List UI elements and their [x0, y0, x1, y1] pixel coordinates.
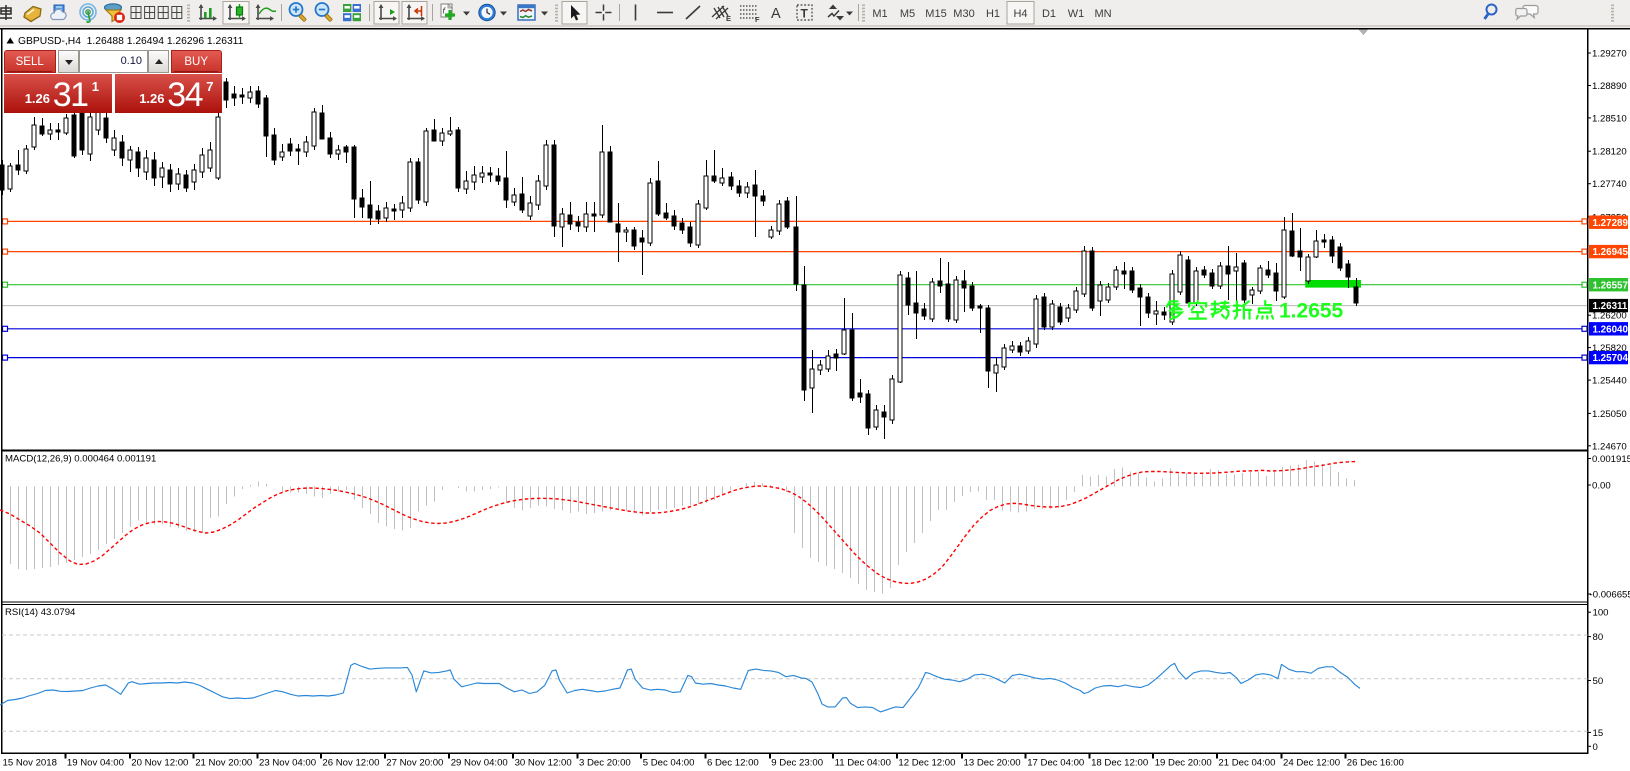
svg-text:3 Dec 20:00: 3 Dec 20:00	[579, 758, 631, 769]
svg-text:1.26557: 1.26557	[1593, 280, 1629, 291]
svg-text:A: A	[771, 6, 781, 22]
svg-text:E: E	[726, 14, 731, 23]
svg-text:12 Dec 12:00: 12 Dec 12:00	[898, 758, 955, 769]
svg-text:W1: W1	[1068, 8, 1085, 20]
svg-text:26 Nov 12:00: 26 Nov 12:00	[322, 758, 379, 769]
svg-text:80: 80	[1593, 632, 1604, 643]
svg-text:1.2655: 1.2655	[1279, 300, 1344, 323]
svg-text:9 Dec 23:00: 9 Dec 23:00	[771, 758, 823, 769]
svg-text:MN: MN	[1094, 8, 1111, 20]
svg-text:21 Nov 20:00: 21 Nov 20:00	[195, 758, 252, 769]
svg-text:6 Dec 12:00: 6 Dec 12:00	[707, 758, 759, 769]
svg-text:1.28120: 1.28120	[1592, 147, 1627, 158]
svg-text:1.26040: 1.26040	[1593, 324, 1629, 335]
svg-text:13 Dec 20:00: 13 Dec 20:00	[964, 758, 1021, 769]
svg-text:5 Dec 04:00: 5 Dec 04:00	[643, 758, 695, 769]
svg-text:50: 50	[1593, 676, 1604, 687]
svg-text:0.00: 0.00	[1592, 481, 1611, 492]
svg-text:1.29270: 1.29270	[1592, 49, 1627, 60]
svg-text:M1: M1	[872, 8, 887, 20]
svg-text:1.28510: 1.28510	[1592, 113, 1627, 124]
svg-text:1.26945: 1.26945	[1593, 247, 1629, 258]
svg-text:19 Nov 04:00: 19 Nov 04:00	[67, 758, 124, 769]
svg-text:11 Dec 04:00: 11 Dec 04:00	[835, 758, 891, 769]
svg-text:23 Nov 04:00: 23 Nov 04:00	[259, 758, 316, 769]
svg-text:RSI(14) 43.0794: RSI(14) 43.0794	[5, 607, 76, 618]
svg-text:M5: M5	[900, 8, 915, 20]
svg-text:1.25704: 1.25704	[1593, 353, 1629, 364]
svg-text:1.25050: 1.25050	[1592, 409, 1627, 420]
svg-text:1.26200: 1.26200	[1592, 311, 1627, 322]
svg-text:1.24670: 1.24670	[1592, 441, 1627, 452]
svg-text:15: 15	[1593, 728, 1604, 739]
svg-text:H4: H4	[1013, 8, 1027, 20]
svg-text:T: T	[801, 7, 809, 21]
svg-text:M30: M30	[953, 8, 974, 20]
svg-text:30 Nov 12:00: 30 Nov 12:00	[515, 758, 572, 769]
svg-text:M15: M15	[925, 8, 946, 20]
svg-text:27 Nov 20:00: 27 Nov 20:00	[386, 758, 443, 769]
svg-text:19 Dec 20:00: 19 Dec 20:00	[1155, 758, 1212, 769]
svg-text:1.28890: 1.28890	[1592, 81, 1627, 92]
svg-text:100: 100	[1593, 608, 1609, 619]
svg-text:17 Dec 04:00: 17 Dec 04:00	[1027, 758, 1084, 769]
svg-text:24 Dec 12:00: 24 Dec 12:00	[1283, 758, 1340, 769]
svg-text:F: F	[755, 15, 760, 24]
svg-text:GBPUSD-,H4 1.26488 1.26494 1.: GBPUSD-,H4 1.26488 1.26494 1.26296 1.263…	[18, 36, 244, 47]
svg-text:1.25820: 1.25820	[1592, 343, 1627, 354]
svg-text:1.27740: 1.27740	[1592, 179, 1627, 190]
svg-text:29 Nov 04:00: 29 Nov 04:00	[451, 758, 508, 769]
svg-text:-0.006655: -0.006655	[1590, 590, 1630, 601]
svg-text:1.27289: 1.27289	[1593, 218, 1629, 229]
svg-text:1.26311: 1.26311	[1593, 301, 1628, 312]
svg-text:f: f	[443, 6, 447, 16]
svg-text:20 Nov 12:00: 20 Nov 12:00	[131, 758, 188, 769]
svg-text:H1: H1	[986, 8, 1000, 20]
svg-text:0: 0	[1593, 742, 1598, 753]
svg-text:21 Dec 04:00: 21 Dec 04:00	[1218, 758, 1275, 769]
svg-text:1.25440: 1.25440	[1592, 376, 1627, 387]
svg-text:D1: D1	[1042, 8, 1056, 20]
svg-text:15 Nov 2018: 15 Nov 2018	[3, 758, 57, 769]
svg-text:18 Dec 12:00: 18 Dec 12:00	[1091, 758, 1148, 769]
svg-text:26 Dec 16:00: 26 Dec 16:00	[1347, 758, 1404, 769]
svg-text:MACD(12,26,9) 0.000464 0.00119: MACD(12,26,9) 0.000464 0.001191	[5, 454, 156, 465]
svg-text:0.001915: 0.001915	[1592, 454, 1630, 465]
